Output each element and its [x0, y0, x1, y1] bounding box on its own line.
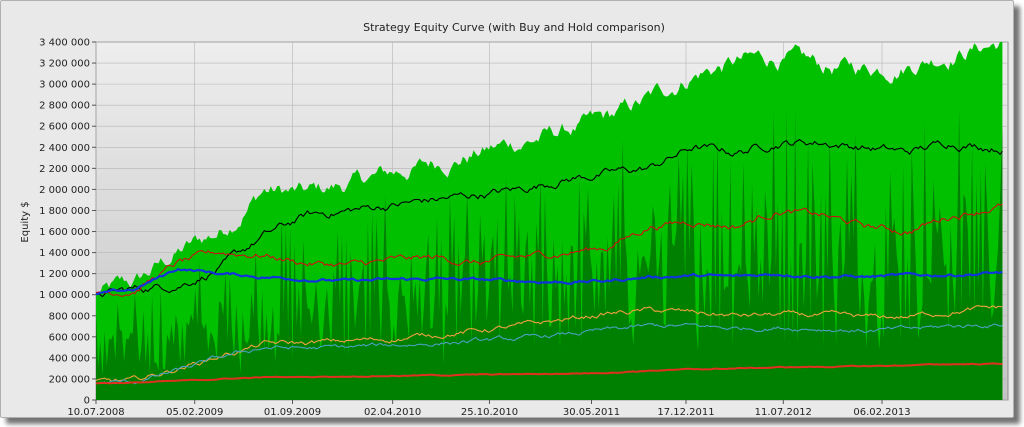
y-axis: 0 200 000 400 000 600 000 800 000 1 000 000 1 … [39, 38, 96, 407]
y-tick-label: 600 000 [49, 332, 90, 343]
y-tick-label: 200 000 [49, 374, 90, 385]
y-tick-label: 1 800 000 [39, 206, 90, 217]
series-line [96, 362, 1003, 385]
x-tick-label: 01.09.2009 [264, 407, 321, 418]
y-axis-label: Equity $ [20, 201, 31, 242]
equity-area-dark [96, 107, 1003, 400]
y-tick-label: 400 000 [49, 353, 90, 364]
x-tick-label: 30.05.2011 [563, 407, 620, 418]
y-tick-label: 0 [84, 396, 90, 407]
y-tick-label: 1 200 000 [39, 269, 90, 280]
series-line [96, 322, 1003, 385]
x-tick-label: 25.10.2010 [461, 407, 518, 418]
y-tick-label: 2 800 000 [39, 101, 90, 112]
plot-marks [96, 42, 1003, 400]
y-tick-label: 2 600 000 [39, 122, 90, 133]
y-tick-label: 3 400 000 [39, 38, 90, 49]
y-tick-label: 2 200 000 [39, 164, 90, 175]
y-tick-label: 3 000 000 [39, 80, 90, 91]
x-tick-label: 02.04.2010 [364, 407, 421, 418]
y-tick-label: 3 200 000 [39, 59, 90, 70]
x-tick-label: 11.07.2012 [755, 407, 812, 418]
y-tick-label: 800 000 [49, 311, 90, 322]
y-tick-label: 1 600 000 [39, 227, 90, 238]
x-tick-label: 10.07.2008 [67, 407, 124, 418]
x-axis: 10.07.2008 05.02.2009 01.09.2009 02.04.2010… [67, 400, 911, 418]
x-tick-label: 05.02.2009 [166, 407, 223, 418]
x-tick-label: 06.02.2013 [853, 407, 910, 418]
series-line [96, 305, 1003, 382]
y-tick-label: 1 400 000 [39, 248, 90, 259]
y-tick-label: 2 400 000 [39, 143, 90, 154]
series-line [96, 139, 1003, 298]
series-line [96, 268, 1003, 296]
y-tick-label: 1 000 000 [39, 290, 90, 301]
series-line [96, 203, 1003, 297]
x-tick-label: 17.12.2011 [657, 407, 714, 418]
chart-title: Strategy Equity Curve (with Buy and Hold… [363, 21, 665, 34]
y-tick-label: 2 000 000 [39, 185, 90, 196]
